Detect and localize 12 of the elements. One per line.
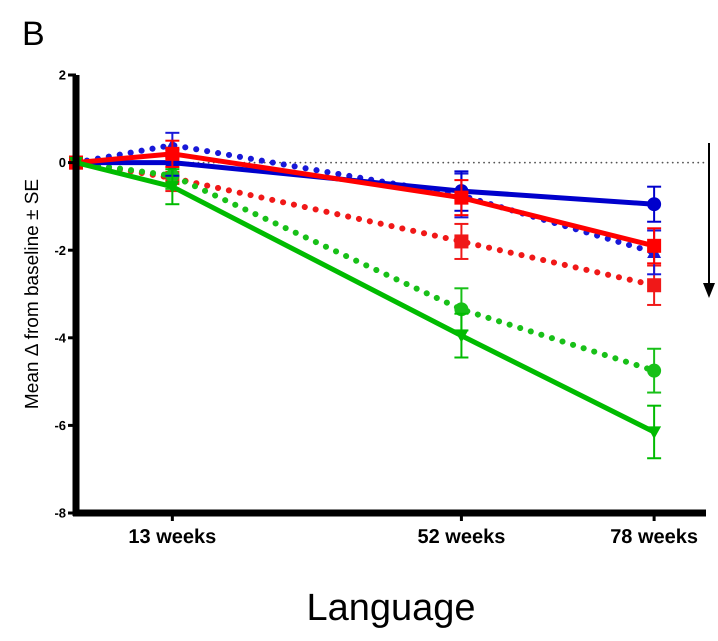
y-tick-label: 0 [58, 155, 66, 170]
y-tick-label: 2 [58, 68, 66, 83]
x-tick-label: 78 weeks [610, 526, 698, 548]
x-tick-label: 52 weeks [417, 526, 506, 548]
chart-title: B [22, 15, 45, 53]
x-tick-label: 13 weeks [128, 526, 216, 548]
y-axis-title: Mean Δ from baseline ± SE [22, 178, 43, 410]
y-tick-label: -4 [54, 330, 67, 346]
y-tick-label: -6 [54, 418, 66, 433]
x-axis-title: Language [306, 587, 476, 629]
y-tick-label: -2 [54, 242, 66, 258]
y-tick-label: -8 [54, 506, 66, 521]
